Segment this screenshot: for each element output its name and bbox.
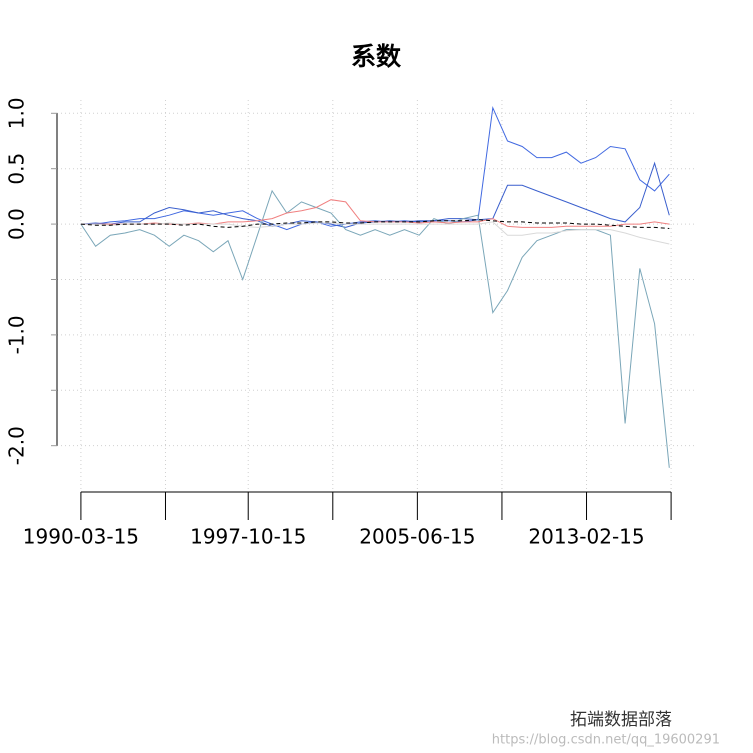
chart-title: 系数 — [351, 42, 402, 71]
y-tick-label: 0.5 — [5, 153, 29, 185]
y-tick-label: 0.0 — [5, 208, 29, 240]
line-series — [80, 219, 670, 229]
y-tick-label: -2.0 — [5, 426, 29, 465]
line-series — [80, 105, 670, 231]
watermark: 拓端数据部落 — [570, 710, 672, 730]
line-series — [80, 161, 670, 228]
y-tick-label: -1.0 — [5, 315, 29, 354]
x-tick-label: 2013-02-15 — [528, 525, 644, 549]
line-series — [80, 221, 670, 245]
watermark-url: https://blog.csdn.net/qq_19600291 — [492, 733, 720, 748]
x-tick-label: 1997-10-15 — [190, 525, 306, 549]
x-tick-label: 2005-06-15 — [359, 525, 475, 549]
line-series — [80, 189, 670, 468]
x-tick-label: 1990-03-15 — [23, 525, 139, 549]
y-tick-label: 1.0 — [5, 97, 29, 129]
